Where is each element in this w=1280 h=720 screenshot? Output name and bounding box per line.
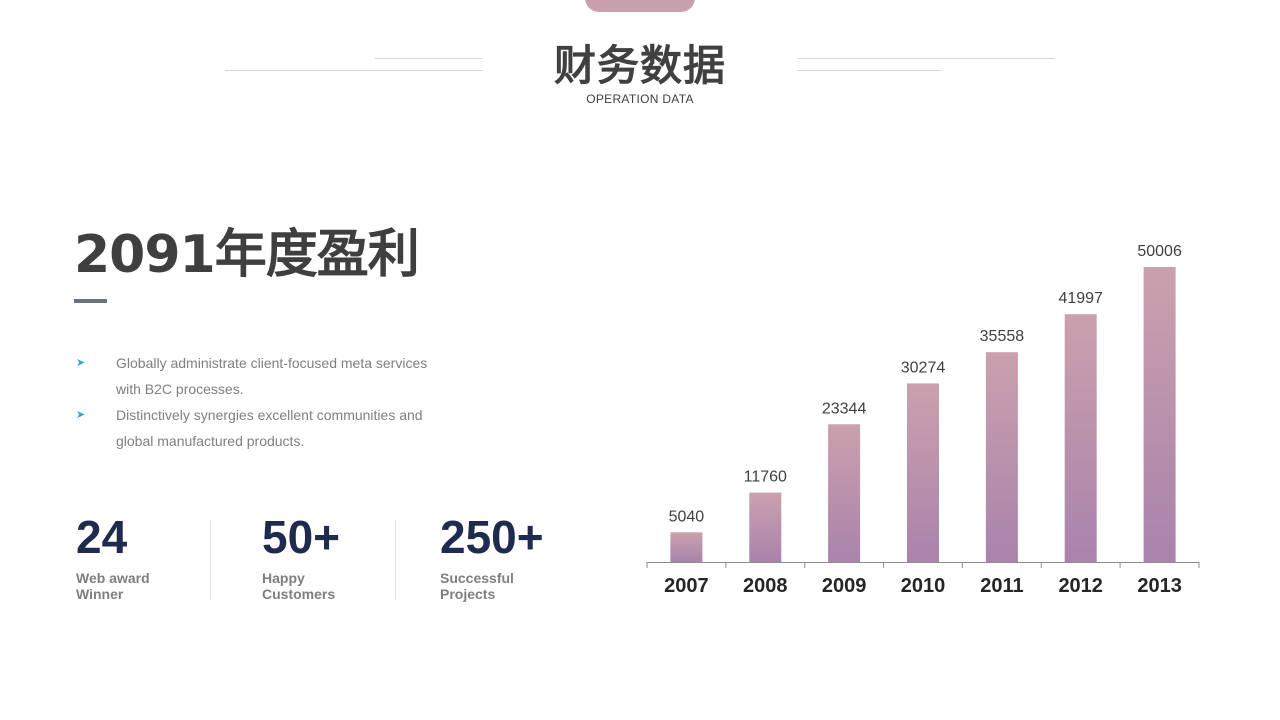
bar-value-label: 5040 bbox=[669, 508, 705, 525]
stat-divider bbox=[210, 520, 211, 600]
bar-2010 bbox=[907, 383, 939, 562]
bar-2007 bbox=[670, 532, 703, 562]
revenue-bar-chart: 5040 11760 23344 30274 35558 41997 50006 2007 2… bbox=[646, 243, 1200, 597]
stat-divider bbox=[395, 520, 396, 600]
arrow-bullet-icon: ➤ bbox=[76, 357, 86, 369]
header-rule-left-upper bbox=[375, 58, 483, 59]
x-tick-label: 2011 bbox=[980, 575, 1023, 597]
x-tick-label: 2009 bbox=[822, 575, 867, 597]
stat-label: Happy Customers bbox=[262, 570, 336, 602]
stat-label: Successful Projects bbox=[440, 570, 514, 602]
stat-value: 50+ bbox=[262, 511, 341, 563]
header-rule-left-lower bbox=[225, 70, 483, 71]
bar-value-label: 11760 bbox=[744, 469, 787, 486]
top-accent-tab bbox=[585, 0, 695, 12]
bar-value-label: 23344 bbox=[822, 400, 867, 417]
arrow-bullet-icon: ➤ bbox=[76, 409, 86, 421]
bar-2013 bbox=[1143, 267, 1176, 562]
bar-2012 bbox=[1064, 314, 1097, 562]
x-tick-label: 2007 bbox=[664, 575, 709, 597]
bar-2008 bbox=[749, 492, 782, 562]
stat-happy-customers: 50+ Happy Customers bbox=[262, 510, 352, 602]
bullet-item: ➤ Distinctively synergies excellent comm… bbox=[76, 402, 436, 454]
section-heading: 2091年度盈利 bbox=[74, 225, 420, 285]
bar-2011 bbox=[985, 352, 1018, 562]
x-tick-label: 2013 bbox=[1137, 575, 1182, 597]
header-rule-right-lower bbox=[797, 70, 942, 71]
bar-2009 bbox=[828, 424, 861, 562]
bullet-text: Distinctively synergies excellent commun… bbox=[116, 407, 423, 449]
header-rule-right-upper bbox=[797, 58, 1055, 59]
page-subtitle: OPERATION DATA bbox=[586, 92, 694, 106]
bar-value-label: 35558 bbox=[980, 328, 1025, 345]
x-tick-label: 2010 bbox=[901, 575, 946, 597]
bullet-list: ➤ Globally administrate client-focused m… bbox=[76, 350, 436, 454]
bar-value-label: 41997 bbox=[1058, 290, 1103, 307]
x-tick-label: 2012 bbox=[1058, 575, 1103, 597]
bullet-item: ➤ Globally administrate client-focused m… bbox=[76, 350, 436, 402]
stat-value: 24 bbox=[76, 511, 128, 563]
page-title: 财务数据 bbox=[553, 41, 726, 90]
stat-value: 250+ bbox=[440, 511, 544, 563]
stat-label: Web award Winner bbox=[76, 570, 150, 602]
bar-value-label: 30274 bbox=[901, 359, 946, 376]
stat-web-award: 24 Web award Winner bbox=[76, 510, 166, 602]
bullet-text: Globally administrate client-focused met… bbox=[116, 355, 428, 397]
stat-successful-projects: 250+ Successful Projects bbox=[440, 510, 544, 602]
heading-underline bbox=[74, 299, 107, 303]
bar-value-label: 50006 bbox=[1137, 243, 1182, 260]
x-tick-label: 2008 bbox=[743, 575, 788, 597]
